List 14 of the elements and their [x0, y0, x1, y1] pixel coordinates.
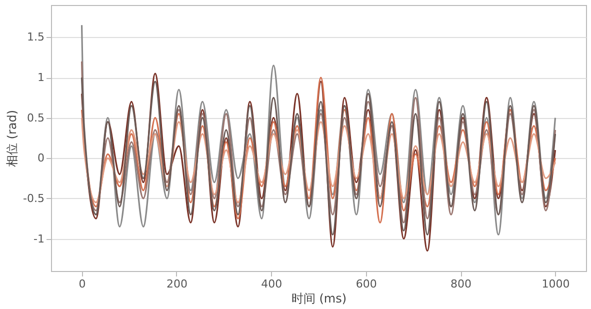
x-tick-label: 1000: [542, 278, 570, 290]
x-tick-label: 600: [356, 278, 377, 290]
y-tick-label: 0.5: [27, 111, 44, 124]
y-tick-label: -0.5: [23, 192, 44, 205]
y-tick-label: 0: [38, 152, 44, 165]
x-tick-label: 0: [78, 278, 86, 290]
x-tick-label: 800: [450, 278, 472, 290]
y-tick-label: -1: [34, 232, 44, 246]
x-tick-label: 400: [261, 278, 282, 290]
y-tick-label: 1: [38, 71, 44, 84]
x-tick-label: 200: [166, 278, 188, 290]
x-axis-title: 时间 (ms): [291, 292, 347, 306]
y-axis-title: 相位 (rad): [5, 110, 20, 168]
y-tick-label: 1.5: [27, 30, 44, 44]
